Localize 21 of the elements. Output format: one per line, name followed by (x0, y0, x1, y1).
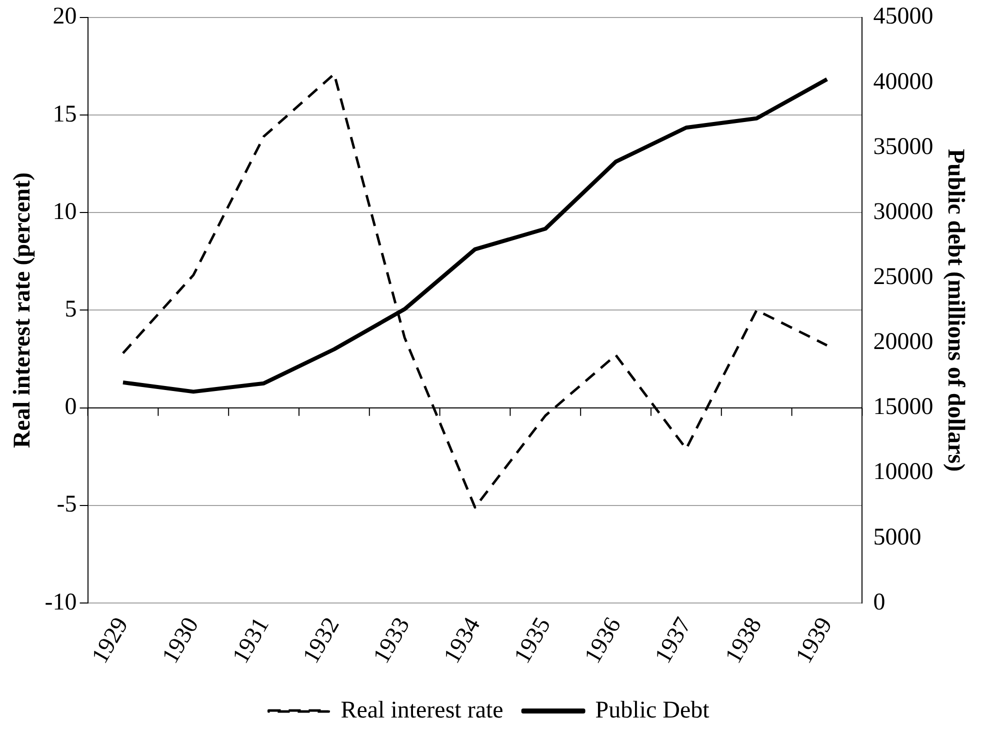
y-tick-label: 10 (52, 198, 77, 225)
y-tick-label: -5 (56, 492, 77, 518)
legend-label: Real interest rate (340, 697, 504, 724)
y-axis-title: Real interest rate (percent) (10, 172, 36, 448)
y-tick-label: 20 (52, 4, 77, 30)
y-tick-label: 15 (52, 101, 77, 128)
y-tick-label: 5 (64, 296, 77, 323)
y2-tick-label: 0 (873, 589, 886, 616)
y-tick-label: -10 (44, 589, 77, 616)
y2-tick-label: 45000 (873, 4, 934, 30)
y2-tick-label: 5000 (873, 524, 922, 550)
legend-label: Public Debt (595, 697, 710, 724)
y2-tick-label: 40000 (873, 68, 934, 95)
y2-tick-label: 30000 (873, 198, 934, 225)
y2-tick-label: 20000 (873, 329, 934, 356)
y2-axis-title: Public debt (millions of dollars) (942, 148, 968, 472)
y2-tick-label: 15000 (873, 394, 934, 420)
y2-tick-label: 35000 (873, 134, 934, 160)
y2-tick-label: 10000 (873, 459, 934, 486)
y2-tick-label: 25000 (873, 264, 934, 290)
y-tick-label: 0 (64, 394, 77, 420)
